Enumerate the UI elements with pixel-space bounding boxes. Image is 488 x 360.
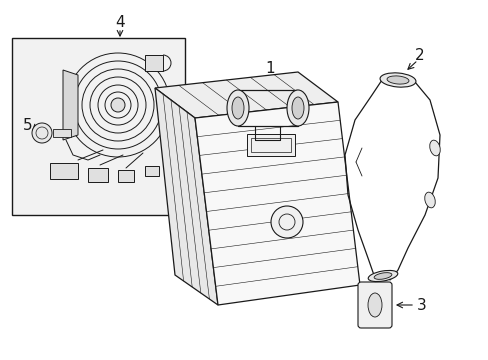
Ellipse shape	[286, 90, 308, 126]
Circle shape	[270, 206, 303, 238]
Circle shape	[32, 123, 52, 143]
Polygon shape	[155, 72, 337, 118]
Text: 2: 2	[414, 48, 424, 63]
Bar	[246, 134, 294, 156]
Bar	[53, 129, 71, 137]
Ellipse shape	[373, 273, 391, 279]
Ellipse shape	[231, 97, 244, 119]
Text: 4: 4	[115, 14, 124, 30]
Text: 5: 5	[23, 117, 33, 132]
Ellipse shape	[367, 270, 397, 282]
Bar	[118, 170, 134, 182]
Polygon shape	[155, 88, 218, 305]
Bar	[12, 38, 184, 215]
Polygon shape	[63, 70, 78, 140]
Circle shape	[111, 98, 125, 112]
FancyBboxPatch shape	[357, 282, 391, 328]
Ellipse shape	[429, 140, 439, 156]
Ellipse shape	[379, 73, 415, 87]
Ellipse shape	[367, 293, 381, 317]
Ellipse shape	[226, 90, 248, 126]
Bar	[250, 138, 290, 152]
Ellipse shape	[386, 76, 408, 84]
Bar	[145, 55, 163, 71]
Bar	[88, 168, 108, 182]
Ellipse shape	[424, 192, 434, 208]
Bar	[145, 166, 159, 176]
Polygon shape	[195, 102, 359, 305]
Bar	[50, 163, 78, 179]
Text: 3: 3	[416, 297, 426, 312]
Text: 1: 1	[264, 60, 274, 76]
Ellipse shape	[291, 97, 304, 119]
